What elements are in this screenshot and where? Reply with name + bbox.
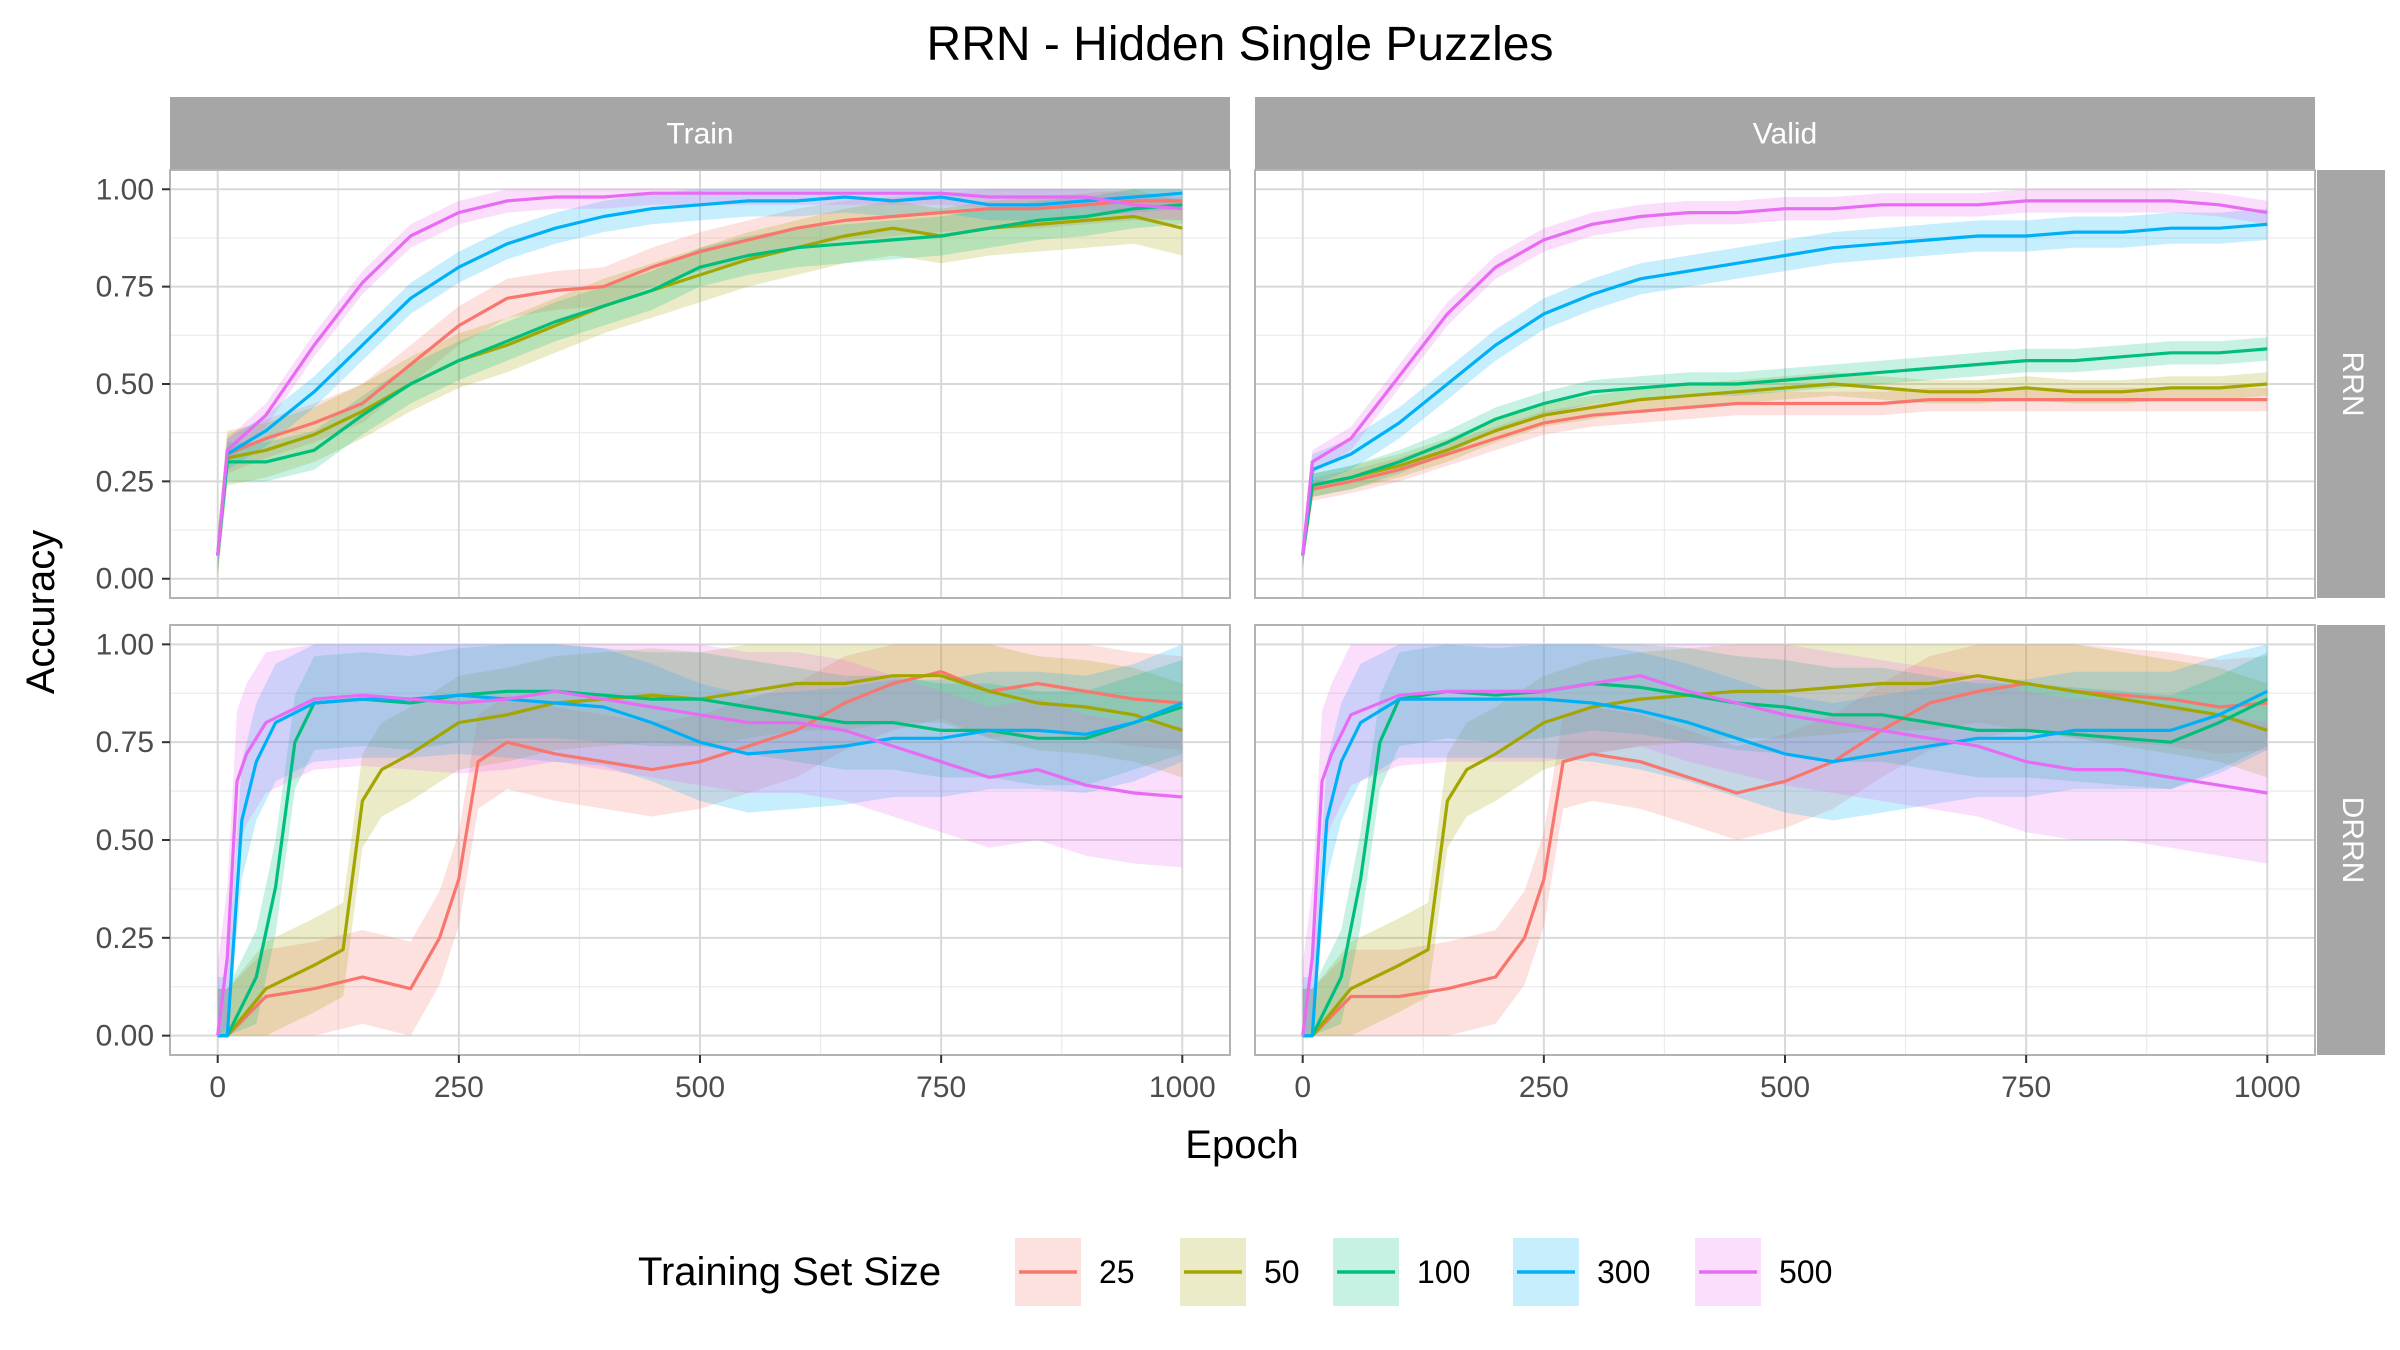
- x-tick-label: 750: [916, 1071, 966, 1104]
- x-tick-label: 1000: [1149, 1071, 1216, 1104]
- x-tick-label: 500: [1760, 1071, 1810, 1104]
- facet-strip-label-rrn: RRN: [2336, 352, 2369, 417]
- series-line-100: [216, 203, 1183, 556]
- legend-title: Training Set Size: [638, 1250, 941, 1294]
- facet-strip-train: [170, 97, 1230, 170]
- series-line-500: [1301, 199, 2268, 556]
- ribbon-300: [1302, 644, 2268, 1036]
- y-tick-label: 1.00: [96, 173, 154, 206]
- ribbon-300: [217, 644, 1183, 1036]
- legend-label-300: 300: [1597, 1254, 1650, 1290]
- facet-strip-valid: [1255, 97, 2315, 170]
- x-tick-label: 750: [2001, 1071, 2051, 1104]
- ribbon-100: [217, 644, 1183, 1036]
- series-line-500: [216, 191, 1183, 556]
- y-tick-label: 0.25: [96, 465, 154, 498]
- facet-strip-label-train: Train: [666, 118, 733, 151]
- panel-valid-drrn: 0 250 500 750 1000: [1254, 624, 2316, 1104]
- x-tick-label: 250: [1519, 1071, 1569, 1104]
- facet-strip-drrn: [2317, 625, 2385, 1055]
- x-tick-label: 0: [209, 1071, 226, 1104]
- ribbon-50: [217, 644, 1183, 1036]
- x-tick-label: 250: [434, 1071, 484, 1104]
- series-line-300: [1301, 222, 2268, 556]
- series-line-25: [217, 670, 1183, 1038]
- y-tick-label: 0.75: [96, 271, 154, 304]
- panel-train-rrn: 0.00 0.25 0.50 0.75 1.00: [96, 169, 1231, 599]
- legend-label-100: 100: [1417, 1254, 1470, 1290]
- ribbon-500: [1302, 644, 2268, 1036]
- facet-strip-rrn: [2317, 170, 2385, 598]
- x-tick-label: 1000: [2234, 1071, 2301, 1104]
- ribbon-25: [217, 644, 1183, 1036]
- y-tick-label: 0.00: [96, 563, 154, 596]
- series-line-300: [1302, 689, 2269, 1038]
- series-line-50: [216, 214, 1183, 556]
- series-line-25: [216, 199, 1183, 556]
- legend-label-50: 50: [1264, 1254, 1300, 1290]
- y-tick-label: 0.50: [96, 368, 154, 401]
- series-line-50: [1302, 674, 2268, 1038]
- chart-title: RRN - Hidden Single Puzzles: [927, 18, 1554, 71]
- panel-valid-rrn: [1254, 169, 2316, 599]
- legend: Training Set Size 25 50 100 300 500: [638, 1238, 1832, 1306]
- x-tick-label: 500: [675, 1071, 725, 1104]
- y-axis-title: Accuracy: [19, 530, 63, 695]
- ribbon-25: [1302, 387, 2268, 568]
- facet-strip-label-valid: Valid: [1753, 118, 1817, 151]
- facet-strip-label-drrn: DRRN: [2336, 797, 2369, 884]
- y-tick-label: 0.75: [96, 726, 154, 759]
- series-line-100: [1302, 681, 2269, 1038]
- ribbon-50: [1302, 372, 2268, 568]
- series-line-500: [1301, 674, 2268, 1036]
- ribbon-50: [1302, 644, 2268, 1036]
- y-tick-label: 0.00: [96, 1020, 154, 1053]
- series-line-300: [217, 693, 1183, 1038]
- ribbon-100: [1302, 644, 2268, 1036]
- series-line-100: [1301, 347, 2268, 556]
- y-tick-label: 0.50: [96, 824, 154, 857]
- series-line-300: [216, 191, 1183, 556]
- panel-train-drrn: 0.00 0.25 0.50 0.75 1.00 0 250 500 750 1000: [96, 624, 1231, 1104]
- panel-valid-rrn-border: [1254, 169, 2316, 599]
- x-tick-label: 0: [1294, 1071, 1311, 1104]
- ribbon-300: [1302, 208, 2268, 571]
- y-tick-label: 1.00: [96, 628, 154, 661]
- legend-label-25: 25: [1099, 1254, 1135, 1290]
- legend-label-500: 500: [1779, 1254, 1832, 1290]
- ribbon-500: [217, 644, 1183, 1036]
- series-line-50: [1301, 382, 2268, 556]
- x-axis-title: Epoch: [1185, 1123, 1298, 1167]
- ribbon-100: [1302, 337, 2268, 568]
- y-tick-label: 0.25: [96, 922, 154, 955]
- series-line-25: [1301, 398, 2268, 556]
- series-line-500: [216, 689, 1183, 1036]
